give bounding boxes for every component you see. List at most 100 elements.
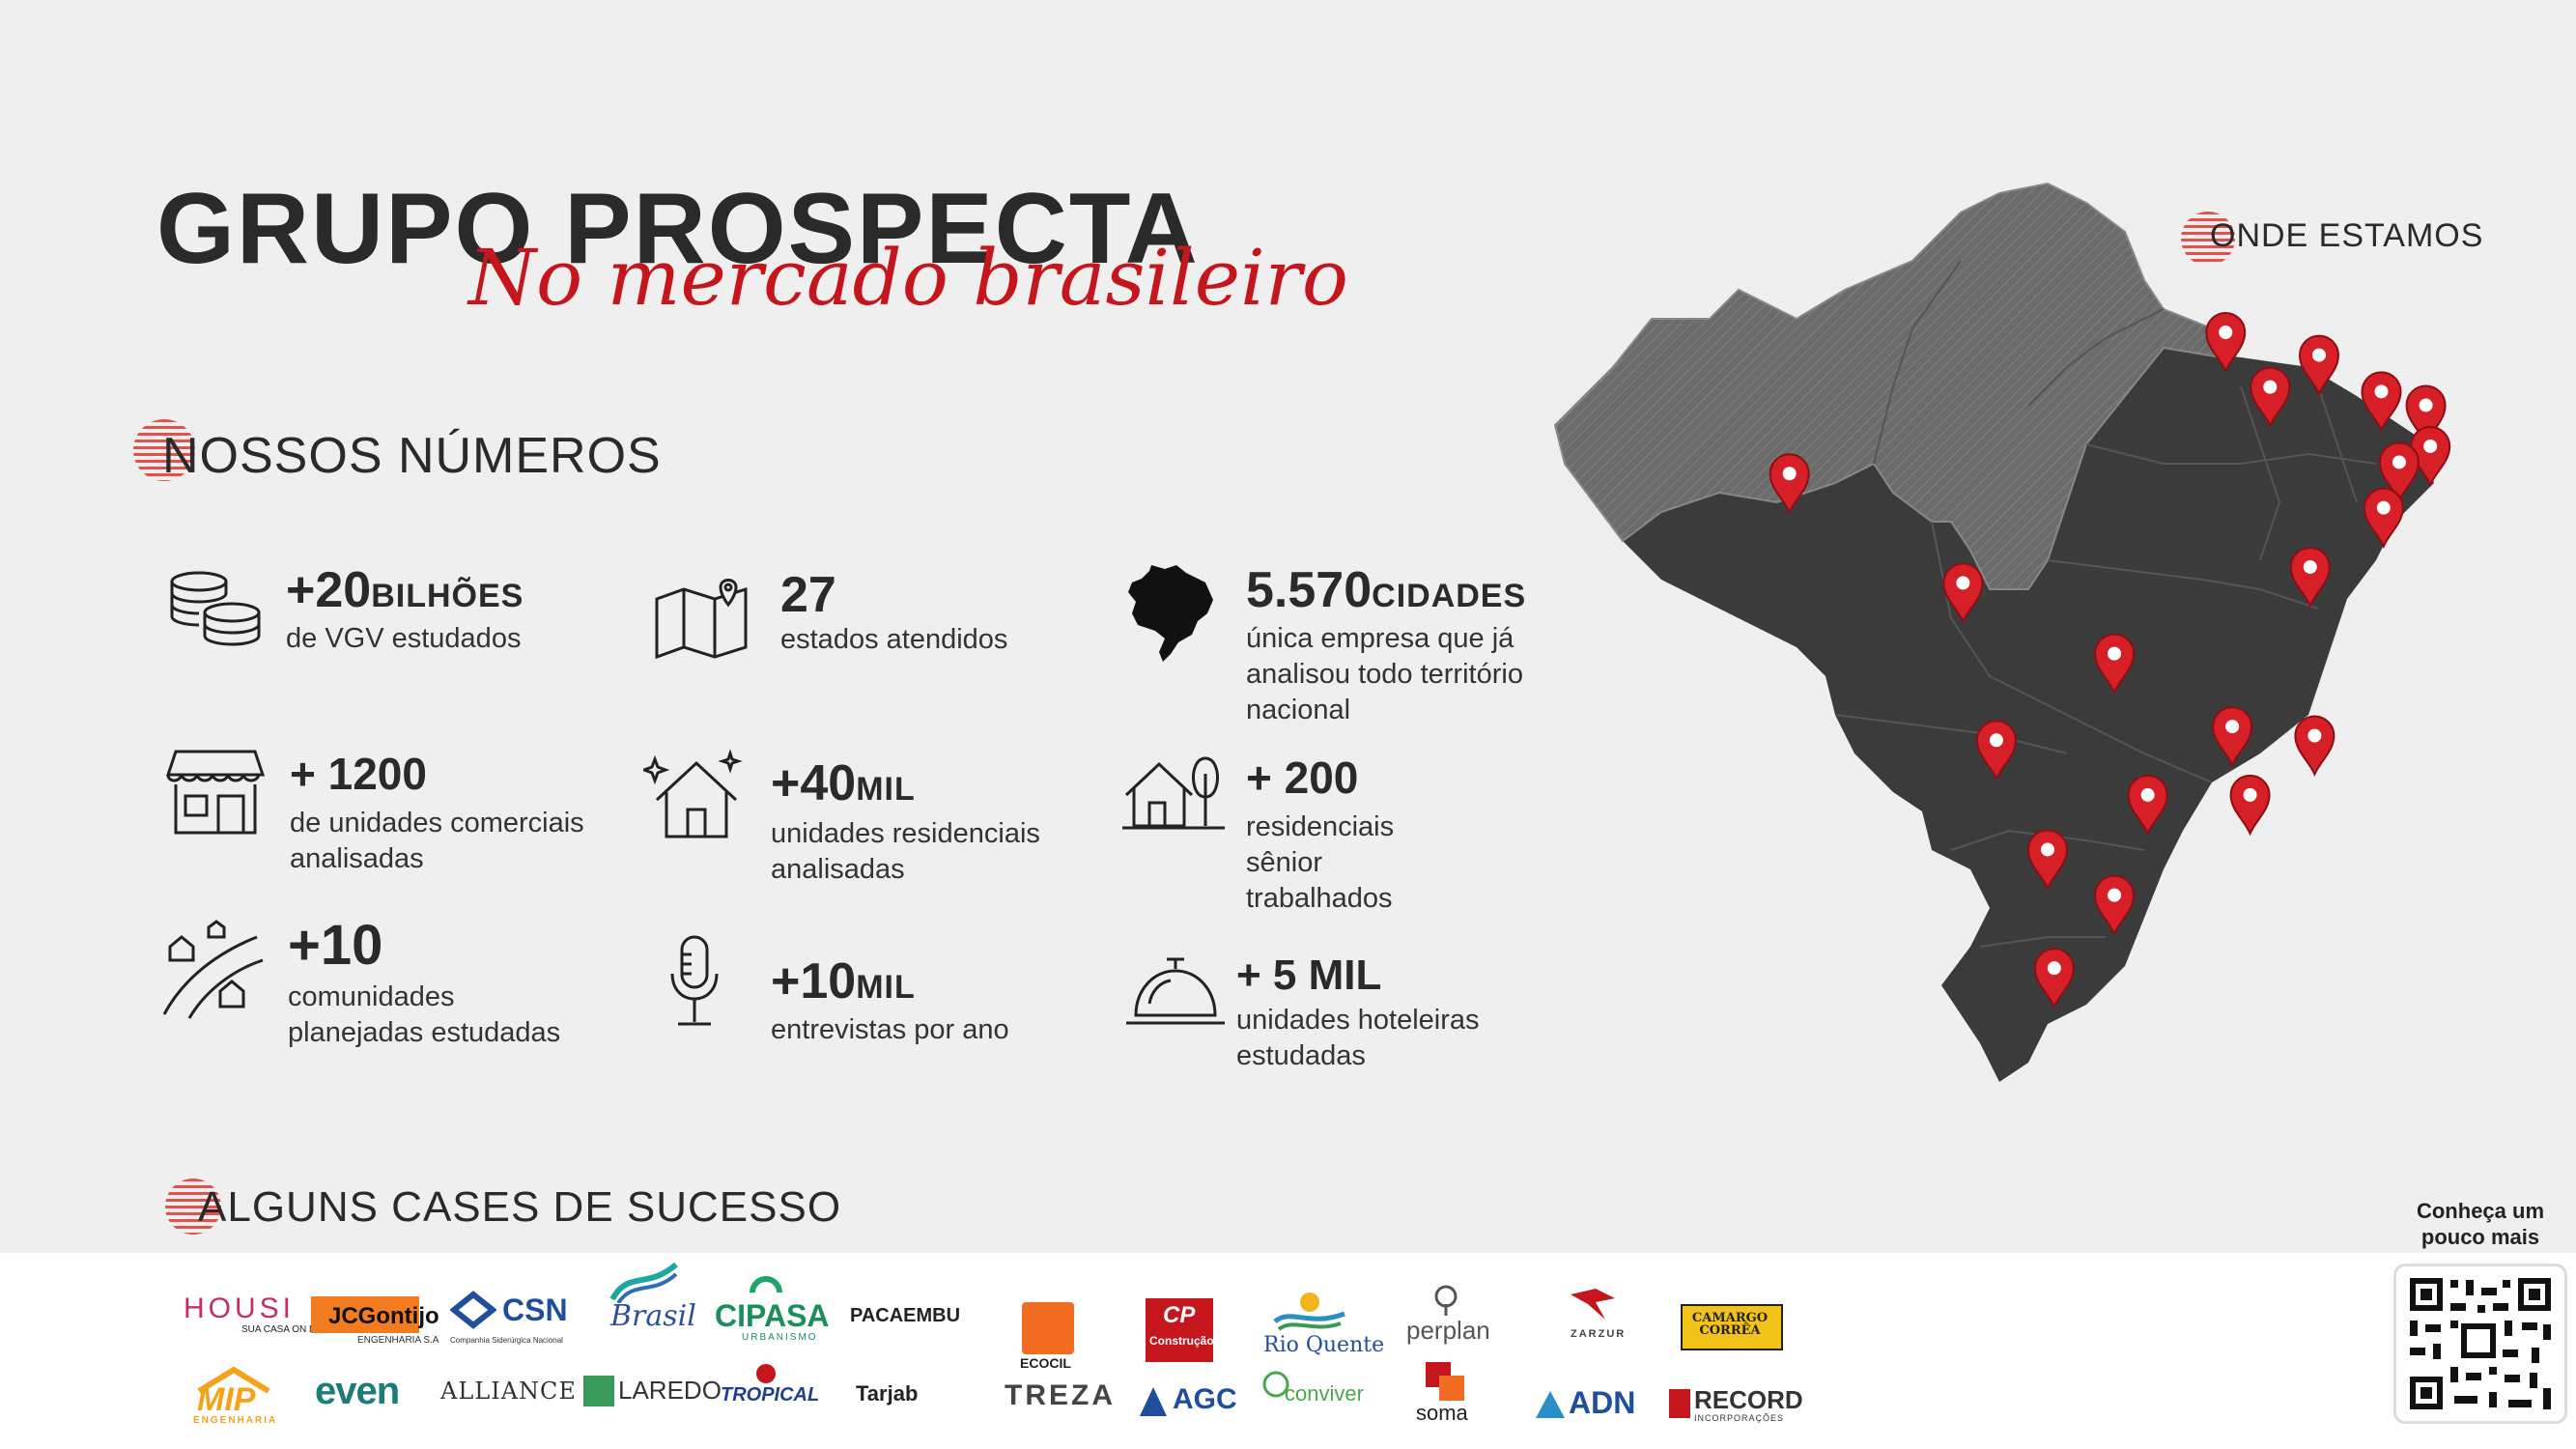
map-pin-icon — [2361, 371, 2402, 433]
logo-camargo-correa: CAMARGO CORRÊA — [1691, 1311, 1769, 1338]
brazil-map — [1553, 182, 2451, 1082]
csn-mark-icon — [450, 1291, 496, 1329]
map-pin-icon — [2094, 633, 2136, 696]
map-pin-icon — [655, 579, 748, 660]
red-circle-mark-icon — [133, 419, 195, 481]
house-tree-icon — [1122, 756, 1225, 830]
logo-jcgontijo-box — [311, 1296, 419, 1333]
agc-mark-icon — [1140, 1387, 1167, 1416]
logo-laredo: LAREDO — [618, 1376, 722, 1405]
coins-icon — [170, 571, 261, 646]
stat-states: 27 estados atendidos — [780, 567, 1008, 655]
map-pin-icon — [2250, 366, 2291, 429]
map-pin-icon — [2298, 334, 2339, 397]
logo-conviver: conviver — [1285, 1381, 1364, 1406]
qr-label: Conheça um pouco mais — [2416, 1199, 2545, 1249]
logo-mip-sub: ENGENHARIA — [193, 1415, 278, 1426]
logo-record-sub: INCORPORAÇÕES — [1694, 1413, 1785, 1423]
map-region-north — [1553, 182, 2223, 590]
section-heading-where: ONDE ESTAMOS — [2181, 212, 2483, 266]
logo-perplan: perplan — [1406, 1316, 1490, 1345]
logo-treza: TREZA — [1005, 1379, 1116, 1411]
map-pin-icon — [2378, 441, 2420, 503]
record-mark-icon — [1669, 1389, 1690, 1418]
map-pin-icon — [2289, 547, 2331, 609]
map-pin-icon — [2205, 312, 2247, 374]
page-subtitle: No mercado brasileiro — [468, 233, 1349, 323]
map-pin-icon — [2363, 487, 2404, 550]
qr-code-card[interactable] — [2393, 1264, 2567, 1424]
perplan-tree-icon — [1434, 1285, 1458, 1316]
logo-rio-quente: Rio Quente — [1263, 1333, 1385, 1357]
logo-housi-sub: SUA CASA ON DEMAND. — [241, 1324, 354, 1335]
client-logos-bar — [0, 1253, 2576, 1449]
logo-camargo-box — [1681, 1304, 1783, 1350]
stat-vgv: +20BILHÕES de VGV estudados — [286, 562, 524, 654]
conviver-leaf-icon — [1262, 1371, 1289, 1398]
laredo-mark-icon — [583, 1376, 614, 1406]
map-pins — [1769, 312, 2451, 1009]
logo-even: even — [315, 1370, 400, 1412]
logo-brasil: Brasil — [610, 1299, 696, 1333]
section-heading-numbers: NOSSOS NÚMEROS — [133, 419, 662, 481]
stat-interviews: +10MIL entrevistas por ano — [771, 953, 1009, 1045]
logo-jcgontijo: JCGontijo — [328, 1303, 439, 1329]
stat-cities: 5.570CIDADES única empresa que já analis… — [1246, 562, 1527, 725]
adn-mark-icon — [1536, 1391, 1565, 1418]
logo-jcgontijo-sub: ENGENHARIA S.A — [357, 1335, 439, 1346]
map-pin-icon — [2026, 829, 2068, 892]
map-pin-icon — [2033, 948, 2075, 1009]
map-pin-icon — [2405, 384, 2447, 447]
stat-residential: +40MIL unidades residenciais analisadas — [771, 755, 1040, 885]
logo-tropical: TROPICAL — [721, 1384, 820, 1406]
logo-alliance: ALLIANCE — [440, 1378, 577, 1405]
tropical-mark-icon — [756, 1364, 776, 1383]
storefront-icon — [165, 750, 266, 835]
microphone-icon — [670, 935, 719, 1026]
logo-housi: HOUSI — [184, 1293, 296, 1324]
map-region-south-central-northeast — [1623, 328, 2434, 1082]
brasil-wave-icon — [609, 1262, 678, 1303]
logo-ecocil: ECOCIL — [1020, 1355, 1071, 1371]
red-circle-mark-icon — [2181, 212, 2235, 266]
map-pin-icon — [2094, 874, 2136, 937]
logo-cipasa-sub: URBANISMO — [742, 1332, 818, 1343]
logo-pacaembu: PACAEMBU — [850, 1305, 961, 1326]
logo-soma: soma — [1416, 1401, 1468, 1425]
house-sparkle-icon — [643, 749, 743, 838]
map-pin-icon — [1769, 453, 1810, 515]
soma-block-icon-2 — [1439, 1376, 1464, 1401]
map-pin-icon — [2229, 774, 2271, 837]
stat-commercial: + 1200 de unidades comerciais analisadas — [290, 749, 584, 874]
logo-tarjab: Tarjab — [856, 1381, 919, 1406]
logo-adn: ADN — [1569, 1385, 1636, 1420]
map-pin-icon — [1942, 562, 1984, 625]
logo-ecocil-box — [1022, 1302, 1074, 1354]
logo-mip: MIP — [197, 1381, 256, 1418]
logo-agc: AGC — [1173, 1383, 1237, 1415]
map-pin-icon — [2294, 715, 2335, 778]
logo-record: RECORD — [1694, 1385, 1803, 1414]
qr-code-icon — [2410, 1278, 2551, 1409]
map-pin-icon — [2212, 706, 2253, 768]
planned-community-icon — [162, 920, 264, 1019]
page-title: GRUPO PROSPECTA — [156, 173, 1200, 285]
red-circle-mark-icon — [165, 1179, 221, 1235]
logo-csn-sub: Companhia Siderúrgica Nacional — [450, 1336, 563, 1345]
logo-zarzur: ZARZUR — [1571, 1328, 1627, 1340]
cipasa-arc-icon — [750, 1276, 782, 1293]
logo-cp: CP — [1163, 1302, 1196, 1328]
brazil-silhouette-icon — [1128, 565, 1213, 662]
logo-cipasa: CIPASA — [715, 1298, 830, 1333]
logo-cp-box — [1146, 1298, 1213, 1362]
stat-communities: +10 comunidades planejadas estudadas — [288, 914, 561, 1049]
zarzur-bird-icon — [1571, 1289, 1615, 1320]
logo-cp-sub: Construção — [1149, 1334, 1214, 1348]
section-heading-cases: ALGUNS CASES DE SUCESSO — [165, 1179, 841, 1235]
logo-csn: CSN — [502, 1293, 568, 1327]
map-pin-icon — [1975, 720, 2017, 781]
map-pin-icon — [2127, 774, 2168, 837]
stat-hotel: + 5 MIL unidades hoteleiras estudadas — [1236, 952, 1480, 1072]
service-bell-icon — [1126, 957, 1225, 1025]
mip-roof-icon — [197, 1366, 270, 1394]
